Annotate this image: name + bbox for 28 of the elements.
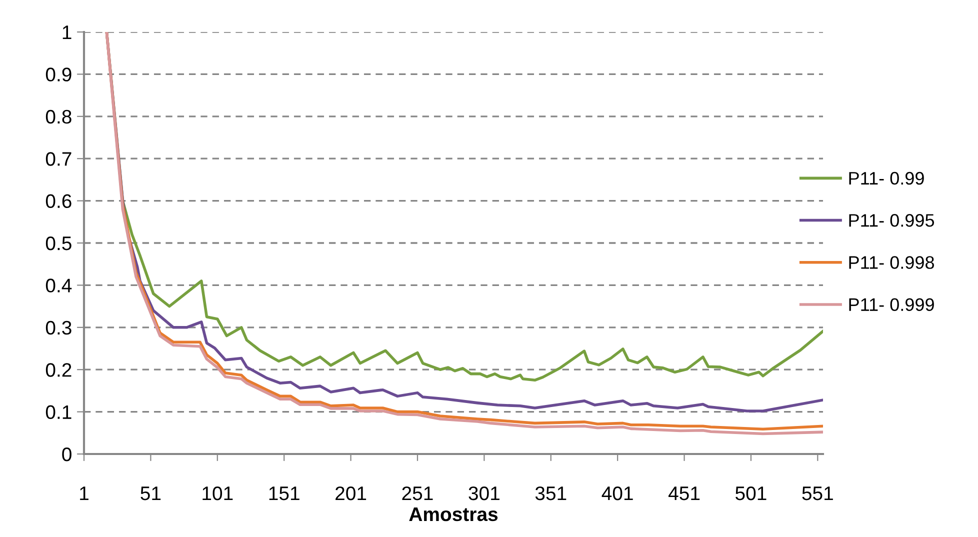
- legend-label: P11- 0.999: [849, 298, 934, 312]
- x-tick-label: 301: [468, 486, 500, 500]
- x-tick-label: 501: [736, 486, 766, 500]
- x-tick-label: 151: [269, 486, 300, 500]
- y-tick-label: 0.1: [46, 405, 72, 420]
- y-tick-label: 0.2: [46, 363, 72, 377]
- x-tick-label: 1: [80, 486, 88, 500]
- y-tick-label: 0.3: [46, 320, 72, 335]
- legend-label: P11- 0.998: [849, 256, 934, 269]
- x-tick-label: 351: [535, 486, 566, 500]
- legend-label: P11- 0.995: [849, 214, 934, 227]
- x-tick-label: 201: [336, 486, 366, 500]
- x-tick-label: 51: [140, 486, 161, 500]
- y-tick-label: 0.8: [46, 110, 72, 124]
- x-axis-title: Amostras: [409, 508, 498, 522]
- x-tick-label: 451: [668, 486, 700, 500]
- y-tick-label: 0.6: [46, 194, 72, 208]
- x-tick-label: 401: [602, 486, 633, 500]
- y-tick-label: 0.4: [46, 278, 72, 292]
- y-tick-label: 0.7: [46, 152, 72, 166]
- legend-label: P11- 0.99: [849, 172, 924, 185]
- x-tick-label: 101: [202, 486, 233, 500]
- y-tick-label: 0.9: [46, 68, 72, 82]
- y-tick-label: 0: [62, 447, 72, 462]
- y-tick-label: 0.5: [46, 236, 72, 250]
- x-tick-label: 251: [402, 486, 433, 500]
- x-tick-label: 551: [802, 486, 833, 500]
- y-tick-label: 1: [62, 26, 72, 40]
